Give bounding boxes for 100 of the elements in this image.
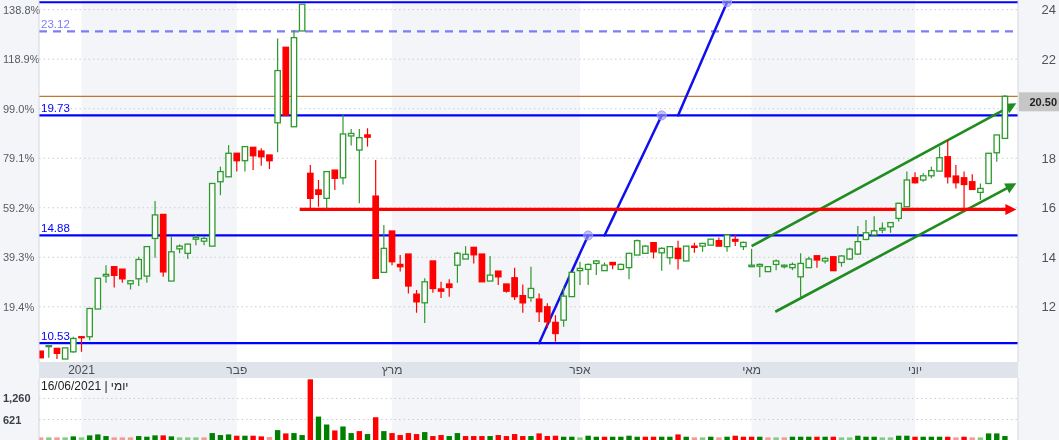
candlestick — [944, 139, 952, 185]
bar — [953, 437, 959, 440]
bar — [185, 437, 191, 440]
bar — [381, 431, 387, 440]
candlestick — [952, 164, 960, 190]
bar — [78, 437, 85, 440]
bar — [577, 437, 583, 440]
y-tick-label: 12 — [1041, 299, 1056, 315]
bar — [1002, 436, 1008, 440]
y-tick-label: 16 — [1041, 200, 1056, 216]
candlestick — [813, 255, 821, 269]
y-tick-label: 22 — [1041, 51, 1056, 67]
bar — [111, 437, 117, 440]
y2-tick-label: 118.9% — [3, 53, 40, 66]
bar — [822, 436, 828, 440]
candlestick — [102, 264, 110, 284]
bar — [266, 437, 273, 440]
ref-line-label: 20.50 — [1029, 95, 1057, 108]
x-tick-label: אפר — [569, 363, 592, 377]
candlestick — [993, 134, 1001, 163]
bar — [250, 435, 256, 440]
y-tick-label: 1,260 — [3, 392, 31, 405]
bar — [618, 436, 624, 440]
bar — [814, 436, 820, 440]
bar — [242, 435, 248, 440]
x-tick-label: 2021 — [68, 363, 96, 377]
y2-tick-label: 59.2% — [3, 201, 35, 214]
bar — [487, 436, 493, 440]
bar — [765, 437, 771, 440]
bar — [422, 432, 428, 440]
candlestick — [535, 292, 543, 323]
candlestick — [437, 281, 445, 299]
bar — [389, 433, 395, 440]
bar — [209, 433, 215, 440]
bar — [438, 435, 444, 440]
bar — [569, 436, 575, 440]
candlestick — [486, 255, 494, 282]
bar — [291, 433, 297, 440]
candlestick — [331, 169, 339, 191]
bar — [528, 436, 534, 440]
bar — [838, 437, 845, 440]
bar — [462, 436, 469, 440]
bar — [904, 435, 910, 440]
bar — [879, 437, 886, 440]
bar — [495, 435, 501, 440]
candlestick — [584, 262, 592, 286]
candlestick — [135, 256, 143, 287]
bar — [95, 434, 101, 440]
bar — [136, 436, 142, 440]
bar — [152, 435, 158, 440]
bar — [405, 433, 412, 440]
bar — [887, 437, 894, 440]
y-tick-label: 14 — [1041, 249, 1056, 265]
bar — [699, 437, 706, 440]
y-tick-label: 621 — [3, 413, 22, 426]
y2-tick-label: 138.8% — [3, 3, 41, 16]
bar — [871, 436, 877, 440]
bar — [520, 436, 526, 440]
bar — [340, 426, 346, 440]
bar — [397, 435, 403, 440]
bar — [863, 436, 869, 440]
bar — [855, 435, 861, 440]
bar — [471, 436, 477, 440]
bar — [193, 437, 199, 440]
bar — [479, 436, 485, 440]
bar — [585, 435, 591, 440]
y2-tick-label: 39.3% — [3, 251, 35, 264]
x-tick-label: מאי — [742, 363, 762, 377]
y2-tick-label: 19.4% — [3, 300, 35, 313]
candlestick — [355, 128, 363, 204]
y2-tick-label: 99.0% — [3, 102, 35, 115]
bar — [675, 434, 681, 440]
x-tick-label: פבר — [226, 363, 248, 377]
point — [583, 230, 594, 241]
x-tick-label: יוני — [908, 363, 923, 377]
bar — [544, 436, 550, 440]
bar — [201, 437, 207, 440]
bar — [454, 433, 461, 440]
point — [656, 110, 667, 121]
bar — [912, 436, 918, 440]
candlestick — [151, 200, 159, 259]
bar — [413, 434, 420, 440]
candlestick — [233, 152, 241, 173]
bar — [283, 433, 289, 440]
bar — [634, 436, 640, 440]
ref-line-label: 10.53 — [41, 330, 70, 343]
x-tick-label: מרץ — [381, 363, 403, 377]
bar — [364, 434, 371, 440]
candlestick — [421, 277, 429, 324]
ref-line-label: 19.73 — [41, 102, 70, 115]
bar — [54, 437, 60, 440]
bar — [258, 436, 264, 440]
bar — [511, 434, 518, 440]
bar — [985, 433, 992, 440]
y-tick-label: 18 — [1041, 150, 1056, 166]
bar — [446, 436, 452, 440]
bar — [160, 435, 166, 440]
bar — [536, 433, 542, 440]
bar — [46, 437, 52, 440]
bar — [315, 416, 322, 440]
